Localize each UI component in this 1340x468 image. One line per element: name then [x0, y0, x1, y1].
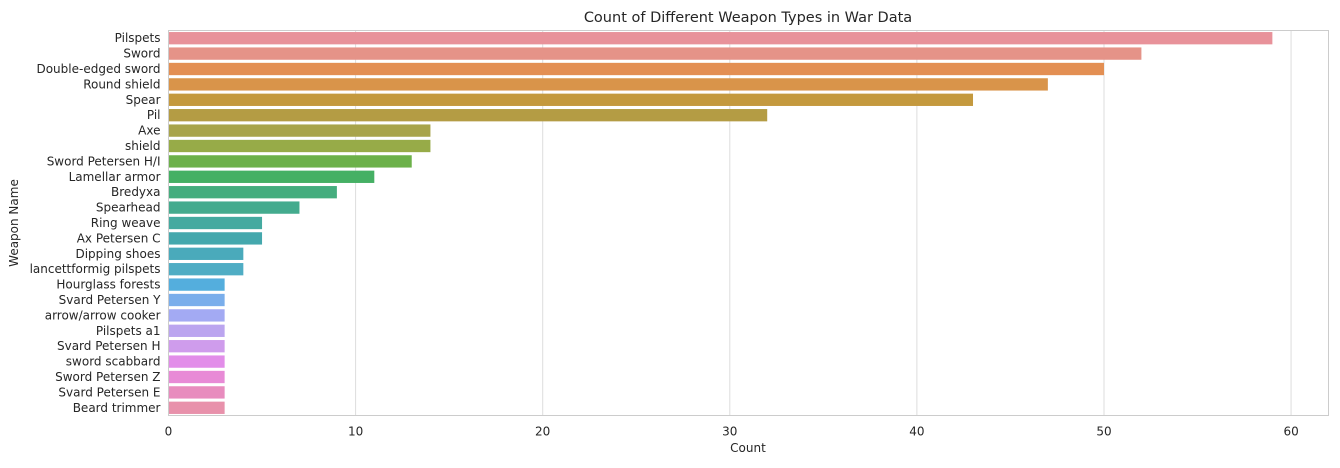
- x-tick-label: 40: [909, 425, 924, 439]
- bar: [168, 263, 244, 276]
- bar: [168, 309, 225, 322]
- y-tick-label: Spear: [126, 93, 161, 107]
- x-tick-label: 50: [1096, 425, 1111, 439]
- x-tick-label: 30: [722, 425, 737, 439]
- y-tick-label: lancettformig pilspets: [30, 262, 161, 276]
- x-tick-label: 10: [348, 425, 363, 439]
- x-tick-label: 60: [1283, 425, 1298, 439]
- bar: [168, 293, 225, 307]
- y-tick-label: Sword: [123, 47, 160, 61]
- bar: [168, 247, 244, 260]
- bar: [168, 340, 225, 353]
- bar: [168, 93, 974, 106]
- y-tick-label: Svard Petersen E: [58, 385, 160, 399]
- bar: [168, 109, 768, 122]
- y-tick-label: Dipping shoes: [75, 247, 160, 261]
- bar: [168, 401, 225, 414]
- y-tick-label: Svard Petersen H: [57, 339, 161, 353]
- bar: [168, 324, 225, 337]
- bar: [168, 232, 263, 245]
- plot-frame: [168, 30, 1329, 416]
- y-tick-label: Hourglass forests: [56, 278, 160, 292]
- y-tick-label: Sword Petersen Z: [55, 370, 160, 384]
- y-tick-label: Pil: [147, 108, 161, 122]
- y-tick-label: Spearhead: [96, 201, 161, 215]
- y-tick-label: arrow/arrow cooker: [45, 308, 161, 322]
- y-tick-label: Pilspets a1: [96, 324, 161, 338]
- bar: [168, 370, 225, 384]
- chart-title: Count of Different Weapon Types in War D…: [584, 10, 912, 26]
- bar: [168, 124, 431, 137]
- y-tick-label: Lamellar armor: [69, 170, 161, 184]
- bar: [168, 32, 1273, 45]
- bar: [168, 386, 225, 399]
- bar: [168, 155, 412, 168]
- x-tick-label: 0: [165, 425, 173, 439]
- bar: [168, 62, 1104, 76]
- x-tick-label: 20: [535, 425, 550, 439]
- y-tick-label: shield: [125, 139, 161, 153]
- y-tick-label: Axe: [138, 124, 160, 138]
- bar: [168, 216, 263, 230]
- y-axis-label: Weapon Name: [7, 179, 21, 267]
- bar: [168, 278, 225, 291]
- y-tick-label: sword scabbard: [66, 355, 161, 369]
- y-tick-label: Bredyxa: [111, 185, 160, 199]
- y-tick-label: Ax Petersen C: [77, 231, 161, 245]
- x-axis-label: Count: [730, 441, 766, 455]
- bar: [168, 170, 375, 183]
- y-tick-label: Ring weave: [91, 216, 161, 230]
- bar: [168, 201, 300, 214]
- bars: [168, 32, 1273, 414]
- bar: [168, 355, 225, 368]
- y-tick-label: Beard trimmer: [73, 401, 161, 415]
- bar: [168, 139, 431, 153]
- y-tick-label: Double-edged sword: [36, 62, 160, 76]
- x-tick-labels: 0 10 20 30 40 50 60: [165, 425, 1299, 439]
- bar: [168, 47, 1142, 60]
- bar: [168, 78, 1048, 91]
- y-tick-label: Svard Petersen Y: [59, 293, 161, 307]
- y-tick-label: Pilspets: [115, 31, 161, 45]
- bar: [168, 186, 337, 199]
- y-tick-label: Round shield: [83, 77, 160, 91]
- y-tick-label: Sword Petersen H/I: [47, 154, 161, 168]
